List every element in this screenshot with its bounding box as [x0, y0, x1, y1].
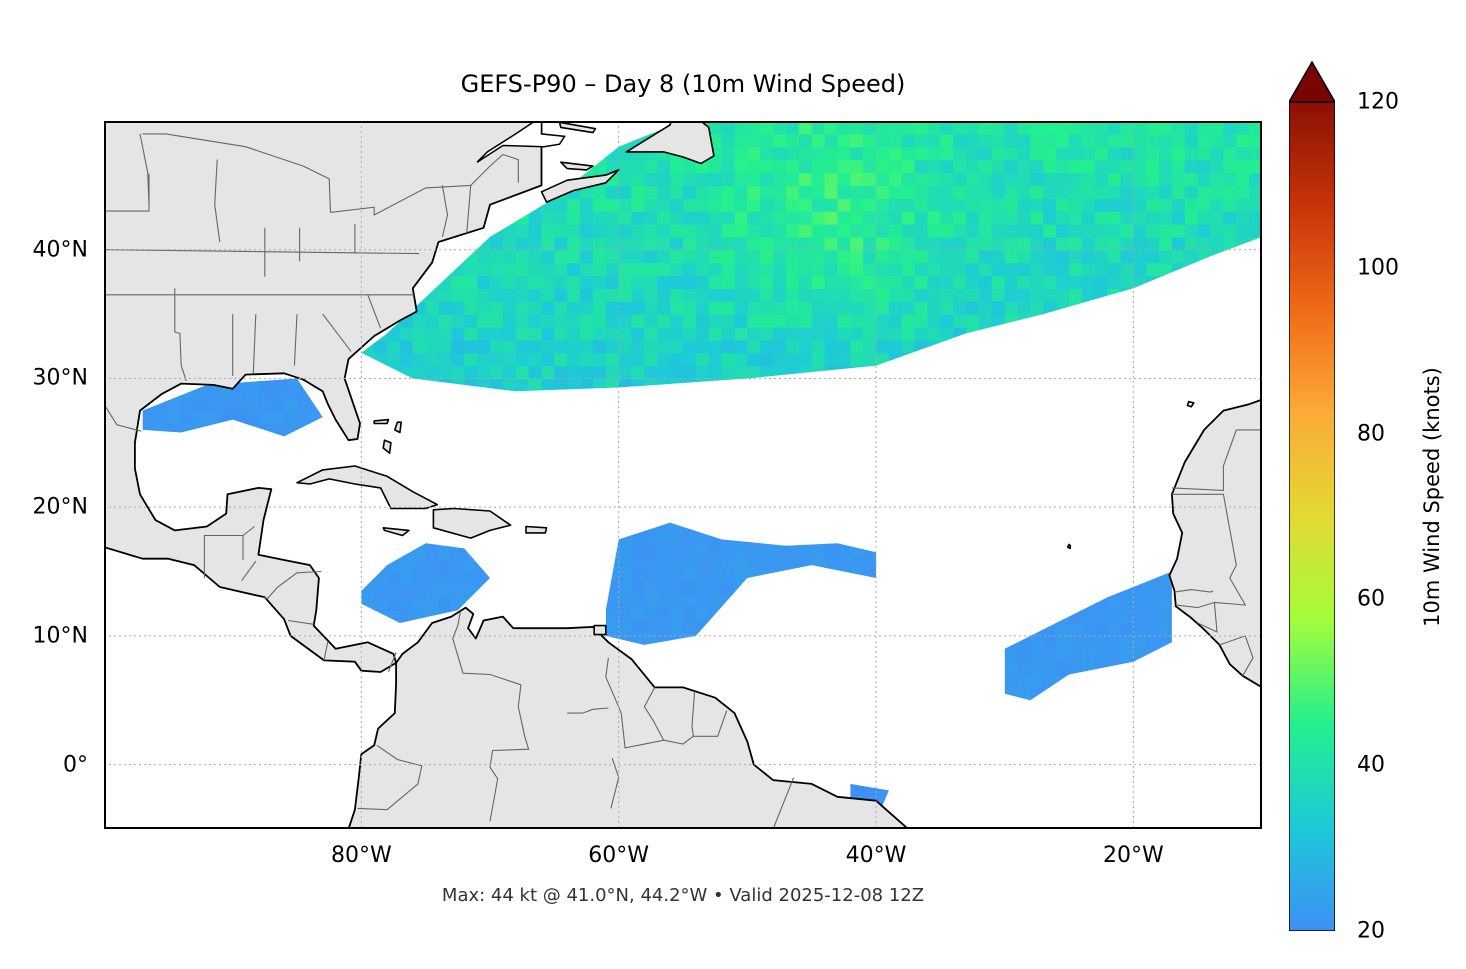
border-line	[1219, 635, 1254, 677]
border-line	[1171, 493, 1247, 609]
island-nova-scotia	[540, 169, 620, 203]
border-line	[262, 570, 322, 600]
border-line	[441, 185, 449, 238]
border-line	[104, 173, 150, 212]
border-line	[1197, 602, 1218, 633]
lat-tick-label: 0°	[63, 752, 88, 778]
border-line	[643, 687, 665, 741]
land-africa-west	[1168, 371, 1268, 689]
border-line	[203, 526, 255, 578]
colorbar-tick-label: 100	[1357, 255, 1399, 281]
border-line	[772, 777, 795, 830]
border-line	[139, 133, 150, 205]
colorbar-tick-label: 80	[1357, 421, 1385, 447]
island-jamaica	[382, 527, 410, 537]
colorbar-tick-label: 40	[1357, 752, 1385, 778]
lat-tick-label: 20°N	[32, 494, 88, 520]
lat-tick-label: 30°N	[32, 365, 88, 391]
land-north-america	[103, 120, 543, 673]
border-line	[103, 249, 420, 255]
lon-tick-label: 80°W	[330, 843, 392, 868]
lat-tick-label: 40°N	[32, 237, 88, 263]
max-wind-footnote: Max: 44 kt @ 41.0°N, 44.2°W • Valid 2025…	[441, 885, 925, 906]
border-line	[387, 652, 397, 673]
gridlines	[104, 121, 1262, 829]
border-line	[214, 159, 221, 243]
lon-tick-label: 20°W	[1102, 843, 1164, 868]
border-line	[1174, 589, 1214, 593]
colorbar-tick-label: 60	[1357, 586, 1385, 612]
border-line	[241, 560, 257, 581]
island-cuba	[296, 465, 438, 510]
colorbar-label: 10m Wind Speed (knots)	[1420, 367, 1444, 627]
island-canary	[1186, 400, 1195, 408]
lon-tick-label: 40°W	[845, 843, 907, 868]
border-line	[142, 133, 519, 216]
map-svg	[103, 100, 1315, 830]
colorbar-extend-arrow	[1289, 60, 1335, 103]
chart-title: GEFS-P90 – Day 8 (10m Wind Speed)	[460, 70, 906, 98]
border-line	[174, 288, 187, 382]
border-line	[567, 707, 609, 714]
border-line	[103, 403, 142, 432]
map-panel	[103, 100, 1315, 830]
island-anticosti	[558, 121, 597, 134]
colorbar-gradient	[1289, 101, 1335, 931]
border-line	[605, 657, 728, 749]
island-cape-verde	[1066, 543, 1072, 550]
island-bahamas-abaco	[394, 421, 402, 434]
border-line	[357, 744, 423, 811]
island-pei	[560, 161, 594, 171]
border-line	[322, 313, 352, 352]
island-trinidad	[593, 624, 607, 636]
island-hispaniola	[432, 507, 512, 539]
border-line	[252, 314, 257, 374]
border-line	[466, 185, 472, 234]
border-line	[691, 691, 696, 737]
lat-tick-label: 10°N	[32, 623, 88, 649]
colorbar-tick-label: 20	[1357, 918, 1385, 944]
border-line	[323, 640, 329, 661]
island-puerto-rico	[525, 525, 548, 534]
colorbar-tick-label: 120	[1357, 89, 1399, 115]
gulf-of-st-lawrence	[476, 120, 566, 163]
island-bahamas-grand	[373, 418, 390, 425]
island-bahamas-andros	[382, 439, 392, 454]
colorbar	[1289, 60, 1335, 931]
lon-tick-label: 60°W	[588, 843, 650, 868]
border-line	[287, 619, 314, 625]
border-line	[293, 314, 298, 366]
land-south-america	[103, 606, 910, 830]
border-line	[367, 294, 382, 329]
border-line	[452, 611, 530, 822]
